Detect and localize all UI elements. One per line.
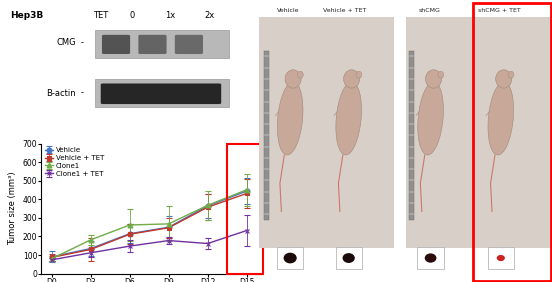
Text: TET: TET — [93, 11, 108, 20]
Ellipse shape — [508, 71, 514, 78]
Legend: Vehicle, Vehicle + TET, Clone1, Clone1 + TET: Vehicle, Vehicle + TET, Clone1, Clone1 +… — [45, 147, 104, 177]
FancyBboxPatch shape — [102, 35, 130, 54]
FancyBboxPatch shape — [139, 35, 167, 54]
Ellipse shape — [343, 253, 355, 263]
FancyBboxPatch shape — [100, 83, 221, 104]
Ellipse shape — [356, 71, 362, 78]
Ellipse shape — [343, 70, 360, 88]
Bar — [336, 248, 362, 268]
Bar — [95, 30, 229, 58]
Ellipse shape — [488, 82, 513, 155]
Text: CMG: CMG — [56, 38, 76, 47]
FancyBboxPatch shape — [175, 35, 203, 54]
Ellipse shape — [418, 82, 443, 155]
Text: shCMG + TET: shCMG + TET — [478, 8, 521, 13]
Text: B-actin: B-actin — [46, 89, 76, 98]
Bar — [487, 248, 514, 268]
Bar — [259, 17, 394, 248]
Ellipse shape — [497, 255, 505, 261]
Bar — [95, 79, 229, 107]
Ellipse shape — [496, 70, 512, 88]
Ellipse shape — [277, 82, 303, 155]
Bar — [227, 144, 263, 274]
Text: 0: 0 — [129, 11, 135, 20]
Text: Vehicle: Vehicle — [278, 8, 300, 13]
Ellipse shape — [424, 253, 437, 263]
Ellipse shape — [336, 82, 362, 155]
Bar — [277, 248, 304, 268]
Text: -: - — [81, 89, 84, 98]
Ellipse shape — [438, 71, 444, 78]
Text: Hep3B: Hep3B — [10, 11, 44, 20]
Text: shCMG: shCMG — [418, 8, 440, 13]
Ellipse shape — [284, 253, 297, 263]
Bar — [417, 248, 444, 268]
Bar — [473, 3, 550, 281]
Bar — [409, 51, 415, 220]
Ellipse shape — [285, 70, 301, 88]
Text: 2x: 2x — [204, 11, 215, 20]
Bar — [406, 17, 552, 248]
Text: -: - — [81, 38, 84, 47]
Ellipse shape — [426, 70, 442, 88]
Y-axis label: Tumor size (mm³): Tumor size (mm³) — [8, 172, 17, 246]
Ellipse shape — [298, 71, 303, 78]
Bar — [264, 51, 269, 220]
Text: 1x: 1x — [166, 11, 176, 20]
Text: Vehicle + TET: Vehicle + TET — [322, 8, 366, 13]
